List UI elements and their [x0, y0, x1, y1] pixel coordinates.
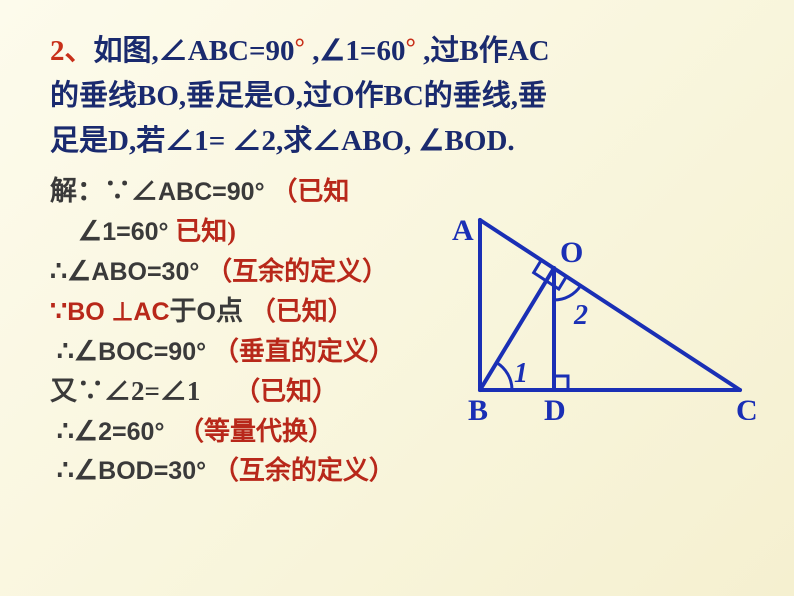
step-8-text: ∴∠ [57, 455, 98, 485]
step-4-t2: 点 [216, 296, 243, 326]
svg-text:2: 2 [573, 300, 588, 331]
problem-text-3: ,过B作AC [416, 35, 550, 67]
step-2-math: 1=60° [102, 218, 168, 246]
problem-number: 2、 [50, 35, 94, 67]
reason-3: （互余的定义） [206, 257, 388, 286]
reason-8: （互余的定义） [213, 456, 395, 485]
step-8: ∴∠BOD=30° （互余的定义） [50, 451, 744, 491]
reason-7: （等量代换） [178, 417, 334, 446]
step-4-sym: ∵ [50, 296, 67, 326]
step-1: 解：∵∠ABC=90° （已知 [50, 172, 744, 212]
figure-svg: A B C D O 1 2 [420, 210, 760, 420]
reason-4: （已知） [250, 297, 354, 326]
reason-5: （垂直的定义） [213, 337, 395, 366]
step-5-math: BOC=90° [98, 338, 206, 366]
step-3-text: ∴∠ [50, 256, 91, 286]
step-4-math: BO ⊥AC [67, 298, 169, 326]
problem-line-3: 足是D,若∠1= ∠2,求∠ABO, ∠BOD. [50, 125, 515, 157]
svg-text:B: B [468, 394, 488, 420]
step-4-o: O [197, 298, 216, 326]
svg-text:C: C [736, 394, 758, 420]
step-1-math: ABC=90° [158, 178, 265, 206]
svg-text:1: 1 [514, 358, 528, 389]
svg-text:A: A [452, 214, 474, 247]
triangle-figure: A B C D O 1 2 [420, 210, 760, 420]
problem-text-1: 如图,∠ABC=90 [94, 35, 295, 67]
step-7-math: 2=60° [98, 418, 164, 446]
problem-text-2: ,∠1=60 [305, 35, 406, 67]
step-3-math: ABO=30° [91, 258, 199, 286]
problem-statement: 2、如图,∠ABC=90° ,∠1=60° ,过B作AC 的垂线BO,垂足是O,… [0, 0, 794, 172]
svg-text:D: D [544, 394, 566, 420]
step-2-text: ∠ [78, 216, 102, 246]
step-1-text: 解：∵∠ [50, 176, 158, 206]
step-5-text: ∴∠ [57, 336, 98, 366]
degree-2: ° [405, 33, 415, 62]
step-7-text: ∴∠ [57, 416, 98, 446]
reason-2: 已知) [175, 217, 236, 246]
degree-1: ° [295, 33, 305, 62]
step-6-text: 又∵∠2=∠1 [50, 376, 200, 406]
svg-text:O: O [560, 236, 583, 269]
reason-1: （已知 [271, 177, 349, 206]
reason-6: （已知） [234, 377, 338, 406]
step-4-t1: 于 [170, 296, 197, 326]
problem-line-2: 的垂线BO,垂足是O,过O作BC的垂线,垂 [50, 80, 547, 112]
step-8-math: BOD=30° [98, 457, 206, 485]
